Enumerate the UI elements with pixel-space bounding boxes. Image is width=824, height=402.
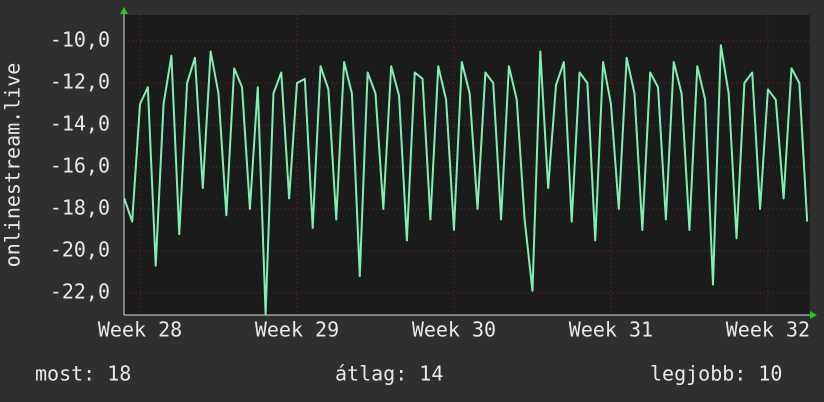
y-tick-label: -16,0 [50,153,110,177]
x-tick-label: Week 31 [569,318,653,342]
x-tick-label: Week 30 [412,318,496,342]
x-tick-label: Week 32 [726,318,810,342]
plot-area [124,15,810,315]
y-tick-label: -10,0 [50,28,110,52]
y-tick-label: -22,0 [50,279,110,303]
y-axis-title: onlinestream.live [1,63,25,268]
x-tick-label: Week 28 [98,318,182,342]
y-tick-label: -20,0 [50,237,110,261]
y-tick-label: -12,0 [50,70,110,94]
x-tick-label: Week 29 [255,318,339,342]
y-arrow [120,7,128,14]
data-line [123,44,809,315]
x-arrow [810,311,817,319]
footer-current: most: 18 [35,362,131,386]
footer-average: átlag: 14 [335,362,443,386]
footer-best: legjobb: 10 [650,362,782,386]
y-tick-label: -18,0 [50,195,110,219]
plot [123,44,809,315]
y-tick-label: -14,0 [50,112,110,136]
